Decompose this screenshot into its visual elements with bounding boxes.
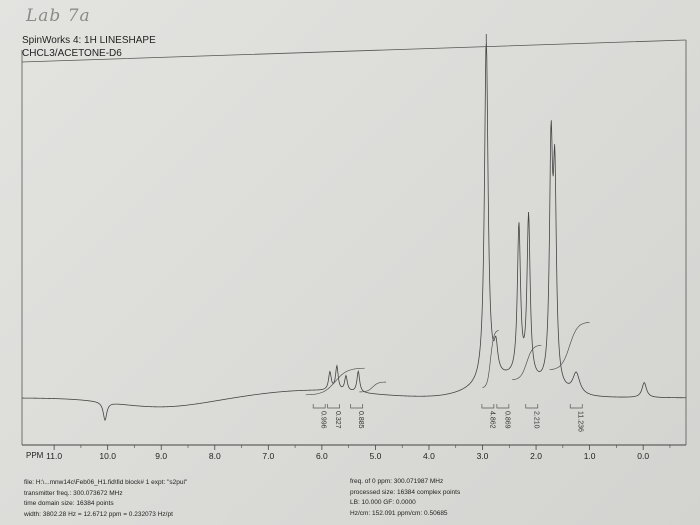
spectrum-header: SpinWorks 4: 1H LINESHAPE CHCL3/ACETONE-…: [22, 34, 156, 60]
processing-params: freq. of 0 ppm: 300.071987 MHz processed…: [350, 477, 460, 519]
integral-value: 2.210: [532, 411, 539, 429]
integral-value: 11.236: [577, 411, 584, 432]
footer-width-line: width: 3802.28 Hz = 12.6712 ppm = 0.2320…: [24, 510, 173, 518]
spectrum-trace: [21, 41, 687, 421]
integral-bracket: [481, 404, 495, 409]
integral-bracket: [569, 404, 583, 409]
spectrum-title: SpinWorks 4: 1H LINESHAPE: [22, 35, 156, 46]
handwritten-note: Lab 7a: [26, 6, 91, 26]
x-tick-label: 8.0: [209, 451, 221, 461]
x-tick-label: 3.0: [477, 451, 489, 461]
integral-curve: [359, 381, 387, 393]
x-tick-label: 6.0: [316, 451, 328, 461]
x-tick-label: 1.0: [584, 451, 596, 461]
integral-value: 0.869: [503, 411, 510, 429]
footer-lb-gf-line: LB: 10.000 GF: 0.0000: [350, 499, 416, 506]
x-tick-label: 11.0: [46, 451, 62, 461]
integral-bracket: [496, 404, 510, 409]
acquisition-params: file: H:\...mnw14c\Feb06_H1.fid\fid bloc…: [24, 478, 187, 520]
integral-value: 0.885: [357, 411, 364, 429]
solvent-label: CHCL3/ACETONE-D6: [22, 48, 122, 59]
x-tick-label: 7.0: [262, 451, 274, 461]
x-tick-label: 0.0: [637, 451, 649, 461]
plot-frame-top: [21, 39, 687, 63]
x-tick-label: 2.0: [530, 451, 542, 461]
x-tick-label: 5.0: [370, 451, 382, 461]
integral-curve: [305, 367, 365, 396]
integral-value: 0.327: [334, 411, 341, 429]
integral-bracket: [327, 404, 341, 409]
integral-bracket: [350, 404, 364, 409]
x-tick-label: 10.0: [99, 451, 116, 461]
integral-curve: [511, 344, 542, 381]
footer-zero-freq-line: freq. of 0 ppm: 300.071987 MHz: [350, 478, 444, 485]
integral-bracket: [525, 404, 539, 409]
x-axis-label: PPM: [26, 451, 44, 460]
footer-domain-line: time domain size: 16384 points: [24, 500, 114, 507]
footer-file-line: file: H:\...mnw14c\Feb06_H1.fid\fid bloc…: [24, 479, 188, 486]
integral-bracket: [312, 404, 326, 409]
integral-value: 0.996: [320, 411, 327, 429]
integral-curve: [549, 321, 590, 371]
footer-transmitter-line: transmitter freq.: 300.073672 MHz: [24, 489, 123, 497]
x-tick-label: 9.0: [155, 451, 167, 461]
x-tick-label: 4.0: [423, 451, 435, 461]
integral-value: 4.862: [488, 411, 495, 429]
footer-processed-line: processed size: 16384 complex points: [350, 488, 461, 496]
integral-curve: [482, 330, 499, 388]
footer-scale-line: Hz/cm: 152.091 ppm/cm: 0.50685: [350, 509, 448, 517]
